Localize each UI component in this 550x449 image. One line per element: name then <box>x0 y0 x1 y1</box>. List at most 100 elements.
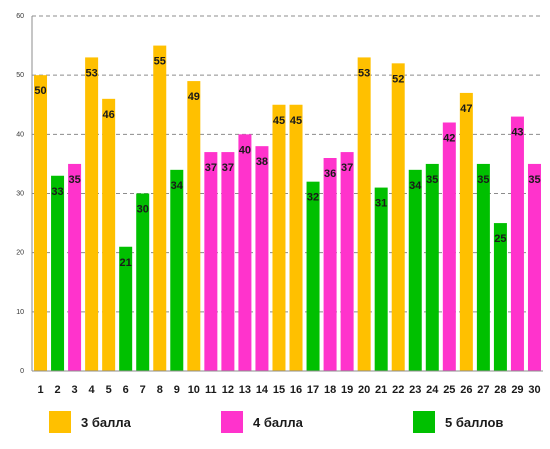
x-tick-label: 7 <box>140 384 146 396</box>
y-tick-label: 60 <box>16 13 24 20</box>
bar-value-label: 25 <box>494 233 506 245</box>
bar-value-label: 53 <box>85 67 97 79</box>
legend-swatch-5 <box>413 411 435 433</box>
bar <box>357 57 371 372</box>
legend-label-4: 4 балла <box>253 414 303 430</box>
x-tick-label: 15 <box>273 384 285 396</box>
bar <box>272 104 286 371</box>
bar <box>289 104 303 371</box>
bar-value-label: 43 <box>511 127 523 139</box>
x-tick-label: 17 <box>307 384 319 396</box>
bar-value-label: 52 <box>392 73 404 85</box>
bar-value-label: 40 <box>239 144 251 156</box>
y-tick-label: 10 <box>16 309 24 316</box>
y-axis-ticks: 0 10 20 30 40 50 60 <box>16 13 24 375</box>
bar-value-label: 36 <box>324 168 336 180</box>
bar-value-label: 42 <box>443 133 455 145</box>
bar <box>170 169 184 371</box>
bar-value-label: 49 <box>188 91 200 103</box>
x-tick-label: 4 <box>89 384 96 396</box>
x-tick-label: 20 <box>358 384 370 396</box>
bar-value-label: 35 <box>426 174 438 186</box>
x-tick-label: 26 <box>460 384 472 396</box>
bar <box>391 63 405 371</box>
bar <box>255 146 269 371</box>
y-tick-label: 20 <box>16 250 24 257</box>
bar <box>119 246 133 371</box>
x-tick-label: 5 <box>106 384 112 396</box>
bar <box>136 193 150 371</box>
x-tick-label: 16 <box>290 384 302 396</box>
bar-value-label: 37 <box>341 162 353 174</box>
legend-swatch-3 <box>49 411 71 433</box>
x-tick-label: 30 <box>528 384 540 396</box>
bar-value-label: 35 <box>477 174 489 186</box>
bar-value-label: 45 <box>290 115 302 127</box>
bar-value-label: 38 <box>256 156 268 168</box>
bar-value-label: 53 <box>358 67 370 79</box>
x-tick-label: 11 <box>205 384 217 396</box>
x-tick-label: 23 <box>409 384 421 396</box>
bar <box>408 169 422 371</box>
value-labels: 50 33 35 53 46 21 30 55 34 49 37 37 40 38 45 45 32 36 37 53… <box>34 56 540 269</box>
x-tick-label: 1 <box>37 384 43 396</box>
legend-item-5: 5 баллов <box>413 408 503 436</box>
x-tick-label: 3 <box>72 384 78 396</box>
bar-value-label: 35 <box>528 174 540 186</box>
gridlines <box>32 15 543 313</box>
bar-value-label: 31 <box>375 198 387 210</box>
x-tick-label: 21 <box>375 384 387 396</box>
x-tick-label: 14 <box>256 384 269 396</box>
bar <box>51 175 65 371</box>
bar <box>153 45 167 371</box>
y-tick-label: 40 <box>16 131 24 138</box>
x-tick-label: 18 <box>324 384 336 396</box>
x-tick-label: 25 <box>443 384 455 396</box>
bar-value-label: 34 <box>409 180 422 192</box>
bar <box>374 187 388 371</box>
bar <box>102 98 116 371</box>
bar-value-label: 32 <box>307 192 319 204</box>
bar <box>238 134 252 371</box>
x-tick-label: 10 <box>188 384 200 396</box>
legend-item-4: 4 балла <box>221 408 303 436</box>
x-tick-label: 2 <box>54 384 60 396</box>
legend-item-3: 3 балла <box>49 408 131 436</box>
bars <box>34 45 541 372</box>
y-tick-label: 30 <box>16 191 24 198</box>
bar-value-label: 45 <box>273 115 285 127</box>
bar <box>187 81 201 371</box>
bar <box>221 152 235 371</box>
bar <box>442 122 456 371</box>
bar-value-label: 21 <box>120 257 132 269</box>
y-tick-label: 0 <box>20 368 24 375</box>
bar-value-label: 37 <box>222 162 234 174</box>
legend-swatch-4 <box>221 411 243 433</box>
bar <box>306 181 320 371</box>
bar-value-label: 46 <box>103 109 115 121</box>
bar-value-label: 55 <box>154 56 166 68</box>
bar-value-label: 30 <box>137 204 149 216</box>
bar-value-label: 33 <box>51 186 63 198</box>
x-tick-label: 22 <box>392 384 404 396</box>
x-tick-label: 29 <box>511 384 523 396</box>
x-tick-label: 24 <box>426 384 439 396</box>
bar <box>204 152 218 371</box>
bar <box>340 152 354 371</box>
x-tick-label: 19 <box>341 384 353 396</box>
bar <box>527 163 541 371</box>
bar-value-label: 35 <box>68 174 80 186</box>
bar-value-label: 47 <box>460 103 472 115</box>
bar <box>425 163 439 371</box>
bar-value-label: 37 <box>205 162 217 174</box>
bar <box>323 158 337 371</box>
x-axis-ticks: 1 2 3 4 5 6 7 8 9 10 11 12 13 14 15 16 17 18 19 20 21 22 23 24 2… <box>37 384 540 396</box>
x-tick-label: 6 <box>123 384 129 396</box>
bar <box>68 163 82 371</box>
bar <box>493 223 507 371</box>
legend-label-3: 3 балла <box>81 414 131 430</box>
bar <box>510 116 524 371</box>
bar <box>459 92 473 372</box>
bar-value-label: 50 <box>34 85 46 97</box>
